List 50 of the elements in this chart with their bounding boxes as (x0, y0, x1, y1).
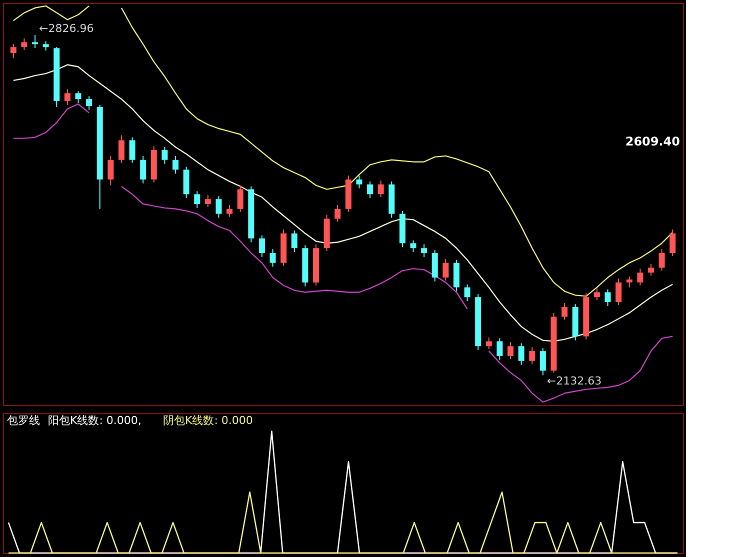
text: 阴包K线数: 0.000 (163, 414, 253, 427)
candlestick (658, 248, 665, 272)
candlestick (129, 136, 136, 164)
annotation: ←2132.63 (546, 374, 602, 388)
candlestick (378, 180, 384, 198)
candlestick (626, 276, 632, 288)
candlestick (21, 38, 28, 51)
candlestick (486, 336, 492, 350)
candlestick (496, 338, 503, 360)
candlestick (10, 44, 16, 58)
candlestick (140, 155, 146, 184)
candlestick (594, 288, 600, 301)
candlestick (670, 228, 676, 256)
candlestick (421, 244, 428, 258)
candlestick (216, 196, 222, 218)
candlestick (204, 194, 211, 208)
candlestick (334, 204, 341, 222)
text: 阳包K线数: 0.000, (48, 414, 142, 427)
candlestick (508, 342, 514, 360)
candlestick (518, 342, 524, 366)
candlestick (464, 284, 470, 302)
candlestick (356, 175, 362, 189)
candlestick (540, 348, 546, 376)
candlestick (562, 302, 568, 320)
candlestick (108, 155, 114, 186)
candlestick (270, 248, 276, 268)
candlestick (226, 204, 233, 218)
candlestick (410, 240, 416, 253)
candlestick (442, 258, 449, 281)
candlestick (172, 155, 178, 174)
candlestick (367, 180, 374, 199)
candlestick (86, 96, 92, 110)
candlestick (637, 268, 644, 286)
candlestick (604, 288, 611, 306)
candlestick (42, 40, 49, 52)
candlestick (75, 90, 82, 104)
annotation: 2609.40 (625, 134, 680, 149)
candlestick (162, 146, 168, 164)
candlestick (64, 88, 70, 106)
candlestick (616, 278, 622, 306)
annotation: ←2826.96 (39, 22, 94, 35)
candlestick (194, 190, 200, 208)
candlestick (118, 134, 124, 164)
candlestick (529, 346, 536, 364)
candlestick (258, 234, 265, 258)
candlestick (291, 230, 298, 253)
candlestick (32, 34, 38, 49)
candlestick (648, 263, 654, 276)
legend-title: 包罗线 (7, 414, 40, 427)
candlestick (237, 184, 244, 212)
